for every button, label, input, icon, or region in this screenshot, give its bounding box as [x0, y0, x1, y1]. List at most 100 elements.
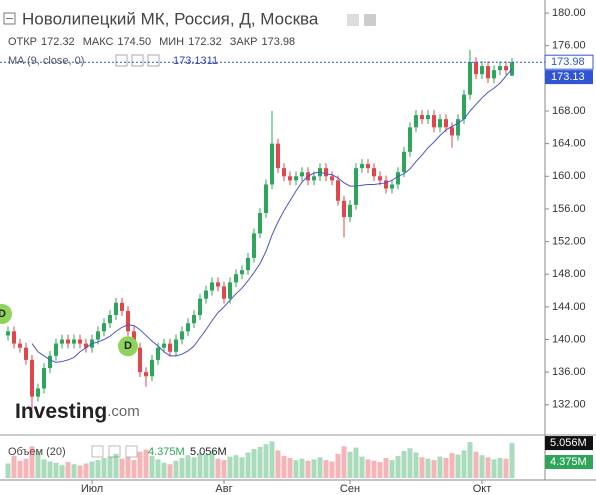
ohlc-name: МИН: [159, 36, 184, 48]
candle-body: [48, 355, 52, 369]
ma-legend-value: 173.1311: [173, 55, 218, 67]
volume-bar: [179, 457, 185, 478]
ohlc-header: ОТКР 172.32 МАКС 174.50 МИН 172.32 ЗАКР 173.98: [8, 36, 295, 48]
ma-icon[interactable]: [131, 54, 144, 67]
volume-bar: [53, 462, 59, 478]
volume-bar: [449, 453, 455, 478]
candle-body: [396, 172, 400, 185]
volume-bar: [347, 451, 353, 478]
y-tick-label: 148.00: [552, 268, 586, 280]
chart-title: Новолипецкий МК, Россия, Д, Москва: [22, 9, 319, 28]
volume-legend-name: Объем (20): [8, 446, 66, 458]
volume-bar: [221, 460, 227, 478]
candle-body: [102, 323, 106, 332]
volume-bar: [323, 460, 329, 478]
candle-body: [498, 66, 502, 71]
volume-bar: [257, 446, 263, 478]
candle-body: [156, 347, 160, 360]
volume-bar: [239, 457, 245, 478]
y-tick-label: 164.00: [552, 138, 586, 150]
candle-body: [330, 176, 334, 181]
volume-bar: [335, 453, 341, 478]
candle-body: [456, 119, 460, 136]
volume-ma-legend: 4.375M: [148, 446, 185, 458]
candle-body: [192, 315, 196, 324]
candle-body: [252, 233, 256, 258]
volume-icon[interactable]: [108, 445, 121, 458]
volume-bar: [395, 455, 401, 478]
candle-body: [234, 274, 238, 283]
ohlc-value: 172.32: [188, 36, 222, 48]
candle-body: [294, 176, 298, 181]
candle-body: [24, 347, 28, 360]
candle-body: [174, 339, 178, 352]
y-tick-label: 180.00: [552, 7, 586, 19]
collapse-icon[interactable]: [3, 12, 16, 25]
volume-icon[interactable]: [125, 445, 138, 458]
candle-body: [384, 180, 388, 189]
volume-bar: [143, 449, 149, 478]
candle-body: [348, 204, 352, 218]
candle-body: [150, 359, 154, 377]
logo: Investing.com: [15, 400, 140, 423]
candle-body: [462, 94, 466, 120]
candle-body: [162, 343, 166, 348]
volume-bar: [137, 451, 143, 478]
ohlc-value: 172.32: [41, 36, 75, 48]
settings-icon[interactable]: [364, 14, 376, 26]
volume-bar: [167, 464, 173, 478]
volume-bar: [233, 455, 239, 478]
ma-legend-name: MA (9, close, 0): [8, 55, 84, 67]
last-price-label: 173.98: [551, 56, 585, 68]
candle-body: [66, 339, 70, 344]
volume-last-tag: [545, 436, 593, 451]
ohlc-name: ЗАКР: [230, 36, 258, 48]
ma-icon[interactable]: [147, 54, 160, 67]
ohlc-value: 173.98: [261, 36, 295, 48]
candle-body: [432, 115, 436, 128]
volume-bar: [317, 457, 323, 478]
candle-body: [486, 66, 490, 79]
volume-bar: [5, 463, 11, 478]
candle-body: [114, 302, 118, 316]
volume-bar: [215, 458, 221, 478]
volume-bar: [155, 459, 161, 478]
candle-body: [474, 62, 478, 75]
volume-bar: [185, 455, 191, 478]
volume-bar: [491, 459, 497, 478]
volume-bar: [113, 453, 119, 478]
ma-icon[interactable]: [115, 54, 128, 67]
y-tick-label: 160.00: [552, 170, 586, 182]
volume-bar: [353, 447, 359, 478]
volume-bar: [377, 462, 383, 478]
volume-bar: [35, 451, 41, 478]
candle-body: [420, 115, 424, 120]
volume-bar: [389, 460, 395, 478]
x-tick-label: Авг: [215, 483, 232, 495]
candle-body: [378, 176, 382, 181]
candle-body: [42, 368, 46, 389]
ohlc-value: 174.50: [117, 36, 151, 48]
volume-bar: [401, 451, 407, 478]
candle-body: [408, 127, 412, 152]
candle-body: [240, 270, 244, 275]
y-tick-label: 140.00: [552, 333, 586, 345]
volume-bar: [209, 451, 215, 478]
candle-body: [300, 172, 304, 177]
volume-bar: [119, 458, 125, 478]
candle-body: [186, 323, 190, 332]
volume-bar: [191, 457, 197, 478]
candle-body: [390, 184, 394, 189]
volume-bar: [245, 452, 251, 478]
candle-body: [372, 168, 376, 177]
event-marker: [0, 304, 12, 324]
x-tick-label: Июл: [81, 483, 103, 495]
volume-bar: [371, 460, 377, 478]
volume-bar: [125, 457, 131, 478]
candle-body: [78, 339, 82, 344]
volume-bar: [89, 461, 95, 478]
volume-bar: [509, 443, 515, 478]
visibility-icon[interactable]: [347, 14, 359, 26]
volume-icon[interactable]: [91, 445, 104, 458]
